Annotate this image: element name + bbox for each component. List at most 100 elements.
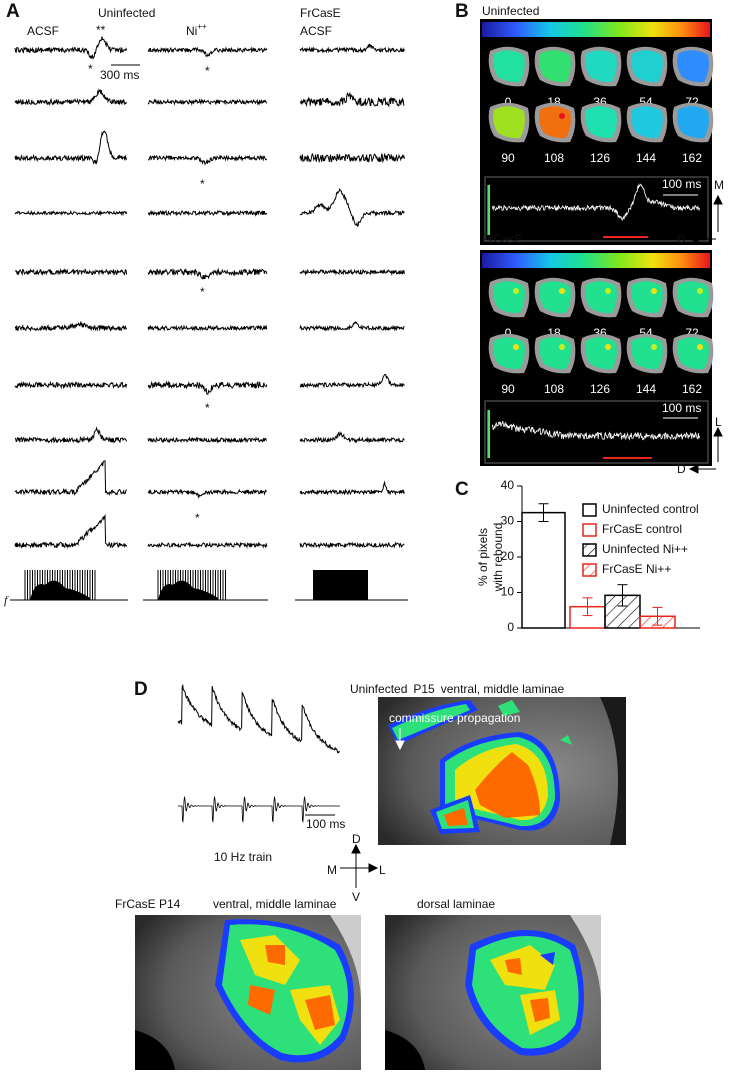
scale-bar-label: 100 ms <box>662 177 701 191</box>
trace <box>14 36 128 60</box>
axis-direction: D <box>677 232 686 246</box>
activity-map <box>631 50 663 83</box>
panel-letter: C <box>455 479 469 500</box>
activity-map <box>493 106 525 139</box>
column-label: ACSF <box>27 24 59 38</box>
activity-spot <box>559 344 565 350</box>
trace-box <box>484 176 709 242</box>
axis-direction: L <box>715 415 722 429</box>
legend-label: FrCasE control <box>602 522 682 536</box>
asterisk: * <box>195 511 200 525</box>
legend-swatch <box>582 523 597 537</box>
trace <box>14 320 128 332</box>
asterisk: * <box>200 177 205 191</box>
trace <box>299 541 405 549</box>
group-label: FrCasE <box>482 232 523 246</box>
legend-swatch <box>582 563 597 577</box>
color-bar <box>482 253 710 268</box>
activity-spot <box>651 288 657 294</box>
y-tick-label: 20 <box>501 549 515 563</box>
column-label: ACSF <box>300 24 332 38</box>
activity-spot <box>513 288 519 294</box>
compass-label: D <box>352 832 361 846</box>
trace <box>147 380 268 395</box>
bar-chart: 0 10 20 30 40 % of pixels with rebound Uninfect… <box>476 478 700 634</box>
asterisk: * <box>205 64 210 78</box>
trace <box>491 420 700 441</box>
trace <box>299 268 405 276</box>
activity-map <box>677 50 709 83</box>
frame-label: 108 <box>544 151 564 165</box>
y-axis-label: % of pixels <box>476 528 490 586</box>
trace <box>299 431 405 444</box>
legend-swatch <box>582 503 597 517</box>
group-label: FrCasE <box>300 6 341 20</box>
activity-spot <box>513 344 519 350</box>
color-bar-mini <box>487 185 490 235</box>
trace <box>14 426 128 444</box>
stim-label: f <box>4 593 9 607</box>
frame-label: 144 <box>636 151 656 165</box>
group-label: Uninfected <box>98 6 155 20</box>
trace <box>299 187 405 228</box>
frame-label: 144 <box>636 382 656 396</box>
trace <box>299 480 405 496</box>
trace <box>14 88 128 107</box>
activity-map <box>631 106 663 139</box>
compass-label: L <box>379 863 386 877</box>
column-label: Ni++ <box>186 22 207 38</box>
annotation-arrow <box>395 728 405 751</box>
orientation-arrows <box>688 194 723 474</box>
trace <box>147 541 268 549</box>
panel-letter: D <box>134 679 148 700</box>
frame-label: 0 <box>505 326 512 340</box>
asterisk: ** <box>96 23 106 37</box>
activity-spot <box>697 344 703 350</box>
frame-label: 90 <box>501 382 515 396</box>
image-title: ventral, middle laminae <box>213 897 337 911</box>
trace <box>14 380 128 390</box>
activity-map <box>493 50 525 83</box>
legend-swatch <box>582 543 597 557</box>
activity-spot <box>605 288 611 294</box>
trace <box>14 459 127 497</box>
trace <box>14 513 128 550</box>
y-tick-label: 40 <box>501 478 515 492</box>
imaging-map <box>378 697 626 845</box>
compass-label: V <box>352 890 360 904</box>
frame-label: 126 <box>590 151 610 165</box>
y-axis-label: with rebound <box>491 523 505 593</box>
scale-bar-label: 100 ms <box>306 817 345 831</box>
trace <box>299 43 405 54</box>
panel-letter: B <box>455 1 469 22</box>
group-label: Uninfected <box>482 4 539 18</box>
compass-label: M <box>327 863 337 877</box>
panel-letter: A <box>6 1 20 22</box>
activity-map <box>585 106 617 139</box>
color-bar <box>482 22 710 37</box>
trace <box>299 152 405 164</box>
image-title: Uninfected P15 ventral, middle laminae <box>350 682 564 696</box>
scale-bar-label: 100 ms <box>662 401 701 415</box>
compass <box>340 843 379 888</box>
trace <box>14 130 128 165</box>
image-title: FrCasE P14 <box>115 897 181 911</box>
trace <box>14 267 128 276</box>
frame-label: 162 <box>682 151 702 165</box>
activity-spot <box>559 288 565 294</box>
legend-label: Uninfected control <box>602 502 699 516</box>
trace <box>147 154 268 166</box>
scale-bar-label: 300 ms <box>100 68 139 82</box>
trace-box <box>484 400 709 464</box>
trace <box>299 373 405 389</box>
trace <box>491 183 700 222</box>
trace <box>299 91 405 108</box>
trace <box>299 320 405 332</box>
frame-label: 126 <box>590 382 610 396</box>
legend-label: Uninfected Ni++ <box>602 542 688 556</box>
bar <box>521 511 566 629</box>
annotation: commissure propagation <box>389 711 520 725</box>
trace <box>147 98 268 106</box>
axis-direction: D <box>677 462 686 476</box>
